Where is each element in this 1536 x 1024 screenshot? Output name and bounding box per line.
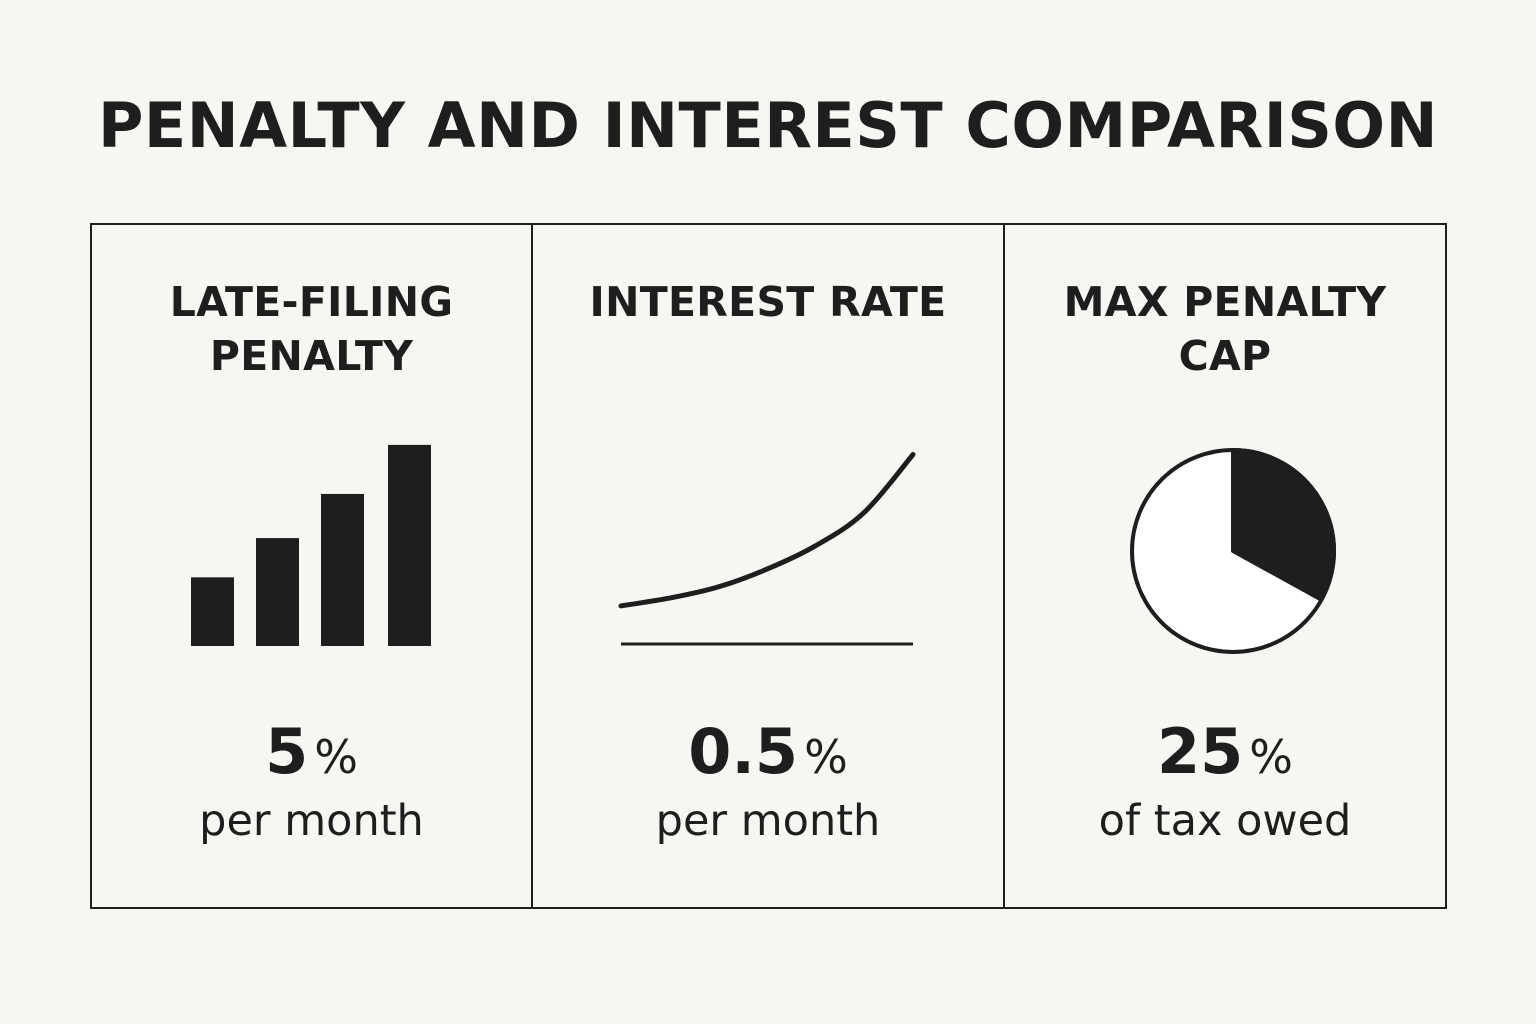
bar-chart-icon <box>191 444 431 646</box>
panel-heading-line: INTEREST RATE <box>589 278 947 326</box>
value-unit: % <box>1249 730 1293 784</box>
panel-heading-line: PENALTY <box>209 332 414 380</box>
panel-heading: MAX PENALTY CAP <box>1005 275 1445 383</box>
column-divider-2 <box>1003 223 1005 909</box>
page-title: PENALTY AND INTEREST COMPARISON <box>97 89 1439 162</box>
pie-slice-filled <box>1231 448 1336 602</box>
panel-heading-line: LATE-FILING <box>169 278 454 326</box>
value-display: 5% <box>92 717 531 803</box>
bar-1 <box>191 577 234 646</box>
panel-heading: LATE-FILING PENALTY <box>92 275 531 383</box>
value-unit: % <box>804 730 848 784</box>
panel-heading-line: MAX PENALTY <box>1063 278 1387 326</box>
bar-3 <box>321 493 364 646</box>
value-display: 25% <box>1005 717 1445 803</box>
value-number: 5 <box>265 715 309 788</box>
bar-4 <box>388 444 431 646</box>
panel-max-penalty-cap: MAX PENALTY CAP 25% of tax owed <box>1005 225 1445 907</box>
pie-chart-icon <box>1130 448 1336 654</box>
column-divider-1 <box>531 223 533 909</box>
value-display: 0.5% <box>533 717 1003 803</box>
interest-curve <box>618 452 916 609</box>
value-caption: per month <box>655 796 881 846</box>
panel-late-filing-penalty: LATE-FILING PENALTY 5% per month <box>92 225 531 907</box>
value-number: 0.5 <box>688 715 799 788</box>
panel-interest-rate: INTEREST RATE 0.5% per month <box>533 225 1003 907</box>
value-number: 25 <box>1157 715 1244 788</box>
bar-2 <box>256 538 299 646</box>
comparison-table <box>90 223 1447 909</box>
rising-curve-icon <box>618 452 916 646</box>
value-caption: of tax owed <box>1098 796 1352 846</box>
value-caption: per month <box>199 796 424 846</box>
value-unit: % <box>314 730 358 784</box>
panel-heading-line: CAP <box>1178 332 1272 380</box>
panel-heading: INTEREST RATE <box>533 275 1003 329</box>
